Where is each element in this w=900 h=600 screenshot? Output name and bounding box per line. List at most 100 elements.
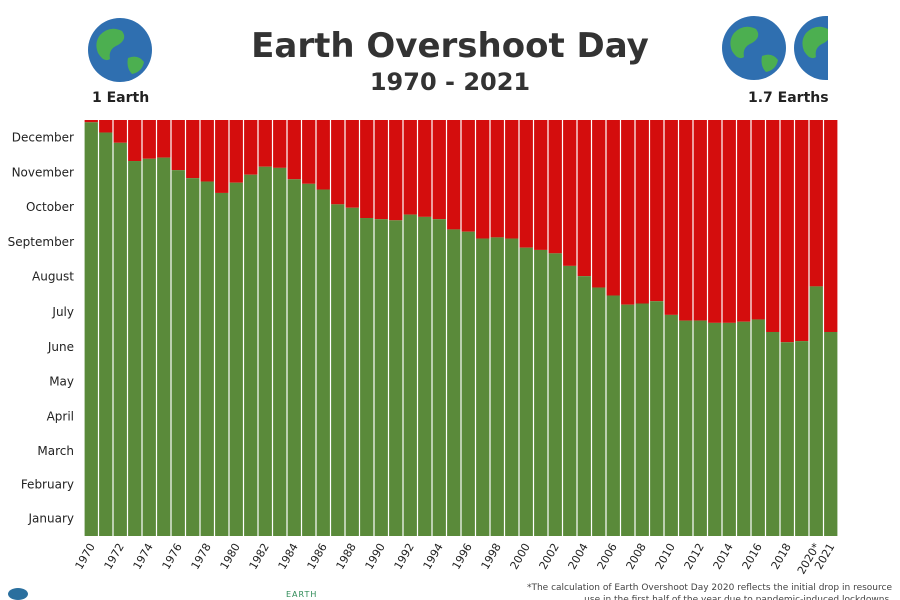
overshoot-bar-red-2016 — [751, 120, 765, 320]
footnote: *The calculation of Earth Overshoot Day … — [526, 583, 892, 600]
overshoot-bar-red-2011 — [679, 120, 693, 321]
overshoot-bar-red-2017 — [766, 120, 780, 332]
overshoot-bar-red-2002 — [548, 120, 562, 254]
overshoot-bar-green-1986 — [316, 189, 330, 536]
year-tick-1986: 1986 — [305, 541, 330, 572]
turtle-logo-icon — [8, 588, 28, 600]
overshoot-bar-green-2007 — [621, 304, 635, 536]
overshoot-bar-green-1974 — [142, 158, 156, 537]
main-title: Earth Overshoot Day — [251, 26, 649, 66]
overshoot-bar-green-1979 — [215, 192, 229, 537]
year-tick-1976: 1976 — [160, 541, 185, 572]
overshoot-bar-green-1975 — [157, 157, 171, 536]
overshoot-bar-red-2000 — [519, 120, 533, 248]
earth-globe-partial-icon — [794, 16, 828, 80]
overshoot-bar-green-1985 — [302, 183, 316, 537]
month-label-june: June — [47, 340, 74, 354]
year-tick-2000: 2000 — [508, 541, 533, 572]
overshoot-bar-green-1996 — [461, 231, 475, 536]
overshoot-bar-green-2000 — [519, 247, 533, 536]
overshoot-bar-red-1975 — [157, 120, 171, 158]
overshoot-bar-red-2006 — [606, 120, 620, 296]
overshoot-bar-red-1978 — [200, 120, 214, 182]
overshoot-bar-red-1977 — [186, 120, 200, 179]
overshoot-bar-green-2011 — [679, 320, 693, 536]
overshoot-bar-green-1998 — [490, 237, 504, 536]
overshoot-bar-red-1970 — [84, 120, 98, 123]
overshoot-bar-red-1987 — [331, 120, 345, 205]
overshoot-bar-green-2013 — [708, 322, 722, 536]
month-label-may: May — [49, 375, 74, 389]
overshoot-bar-red-1999 — [505, 120, 519, 239]
overshoot-bar-green-2018 — [780, 342, 794, 536]
overshoot-bar-red-1988 — [345, 120, 359, 208]
earth-globe-icon — [88, 18, 152, 82]
overshoot-bar-green-2008 — [635, 303, 649, 536]
overshoot-bar-green-1995 — [447, 229, 461, 536]
overshoot-bar-green-2014 — [722, 322, 736, 536]
year-tick-1990: 1990 — [363, 541, 388, 572]
overshoot-bar-green-1972 — [113, 142, 127, 536]
overshoot-bar-red-1995 — [447, 120, 461, 230]
earths-required-label: 1.7 Earths — [748, 90, 829, 106]
year-tick-1996: 1996 — [450, 541, 475, 572]
overshoot-bar-red-1989 — [360, 120, 374, 219]
overshoot-bar-green-2009 — [650, 301, 664, 536]
overshoot-bar-green-1973 — [128, 161, 142, 536]
overshoot-bar-red-1982 — [258, 120, 272, 167]
overshoot-bar-red-1994 — [432, 120, 446, 220]
overshoot-bar-red-1983 — [273, 120, 287, 168]
month-label-march: March — [37, 444, 74, 458]
year-tick-1992: 1992 — [392, 541, 417, 572]
overshoot-bar-red-1998 — [490, 120, 504, 238]
year-tick-2012: 2012 — [682, 541, 707, 572]
overshoot-bar-red-1980 — [229, 120, 243, 183]
year-tick-1972: 1972 — [102, 541, 127, 572]
overshoot-bar-green-1982 — [258, 166, 272, 536]
overshoot-bar-green-1997 — [476, 238, 490, 537]
month-label-november: November — [12, 165, 74, 179]
overshoot-bar-green-1976 — [171, 170, 185, 536]
year-tick-1978: 1978 — [189, 541, 214, 572]
overshoot-bar-green-2012 — [693, 320, 707, 536]
overshoot-bar-red-2010 — [664, 120, 678, 315]
year-tick-2002: 2002 — [537, 541, 562, 572]
sub-title: 1970 - 2021 — [369, 68, 531, 96]
overshoot-bar-green-2020 — [809, 286, 823, 536]
month-label-february: February — [21, 478, 74, 492]
overshoot-bar-green-1970 — [84, 122, 98, 536]
overshoot-bar-red-1976 — [171, 120, 185, 171]
month-label-september: September — [8, 235, 74, 249]
year-tick-1988: 1988 — [334, 541, 359, 572]
overshoot-bar-green-1988 — [345, 207, 359, 536]
overshoot-bar-green-1977 — [186, 178, 200, 536]
overshoot-bar-red-1991 — [389, 120, 403, 221]
brand-small-text: EARTH — [286, 590, 318, 599]
month-label-january: January — [28, 511, 75, 525]
overshoot-bar-green-2021 — [824, 331, 838, 536]
overshoot-bar-red-2019 — [795, 120, 809, 342]
overshoot-bar-red-1990 — [374, 120, 388, 220]
overshoot-bar-red-1985 — [302, 120, 316, 184]
overshoot-bar-red-1984 — [287, 120, 301, 180]
year-tick-2014: 2014 — [711, 541, 736, 572]
overshoot-bar-red-1981 — [244, 120, 258, 175]
overshoot-bar-green-1971 — [99, 132, 113, 536]
overshoot-bar-green-1987 — [331, 204, 345, 536]
overshoot-bar-green-2005 — [592, 287, 606, 536]
overshoot-bar-red-2008 — [635, 120, 649, 304]
overshoot-bar-red-1992 — [403, 120, 417, 215]
overshoot-bar-red-2015 — [737, 120, 751, 322]
earth-globe-icon-1 — [722, 16, 786, 80]
month-label-august: August — [32, 270, 74, 284]
year-tick-1984: 1984 — [276, 541, 301, 572]
year-tick-1998: 1998 — [479, 541, 504, 572]
year-tick-2018: 2018 — [769, 541, 794, 572]
one-earth-label: 1 Earth — [92, 90, 150, 106]
overshoot-bar-green-2003 — [563, 265, 577, 536]
month-label-october: October — [26, 200, 74, 214]
year-tick-1982: 1982 — [247, 541, 272, 572]
overshoot-bar-red-1986 — [316, 120, 330, 190]
